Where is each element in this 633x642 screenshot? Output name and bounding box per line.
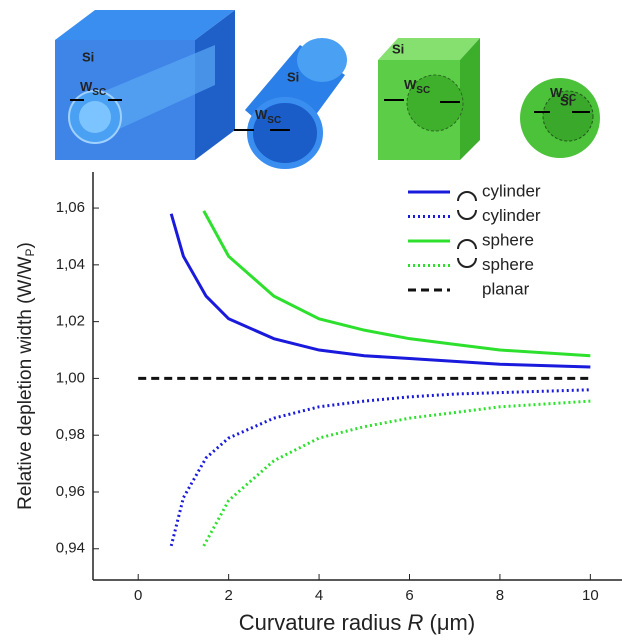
material-label: Si xyxy=(82,49,94,64)
y-tick-label: 0,94 xyxy=(56,540,85,557)
ylabel-end: ) xyxy=(15,242,36,248)
x-tick-label: 4 xyxy=(315,587,323,604)
ylabel-text: Relative depletion width (W/W xyxy=(15,256,36,509)
y-tick-label: 1,04 xyxy=(56,256,85,273)
sub: SC xyxy=(92,87,106,98)
legend-label: cylinder xyxy=(482,206,541,225)
material-label: Si xyxy=(392,41,404,56)
sub: SC xyxy=(267,115,281,126)
illustrations: Si WSC Si WSC Si WSC Si WSC xyxy=(55,10,600,166)
series-line xyxy=(204,401,591,546)
xlabel-text: Curvature radius xyxy=(239,610,408,635)
x-tick-label: 10 xyxy=(582,587,599,604)
y-tick-label: 1,02 xyxy=(56,313,85,330)
xlabel-var: R xyxy=(408,610,424,635)
legend-label: sphere xyxy=(482,255,534,274)
x-tick-label: 2 xyxy=(224,587,232,604)
x-axis-label: Curvature radius R (μm) xyxy=(239,610,475,635)
w: W xyxy=(255,107,268,122)
figure: Si WSC Si WSC Si WSC Si WSC Relative dep… xyxy=(0,0,633,642)
legend-label: planar xyxy=(482,279,530,298)
legend-label: sphere xyxy=(482,230,534,249)
ylabel-sub: P xyxy=(23,248,37,256)
w: W xyxy=(80,79,93,94)
material-label: Si xyxy=(287,69,299,84)
x-tick-label: 0 xyxy=(134,587,142,604)
w: W xyxy=(550,85,563,100)
y-tick-label: 1,00 xyxy=(56,369,85,386)
y-tick-label: 0,98 xyxy=(56,426,85,443)
x-tick-label: 6 xyxy=(405,587,413,604)
legend-label: cylinder xyxy=(482,181,541,200)
y-axis-label: Relative depletion width (W/WP) xyxy=(15,242,37,510)
tube-hole xyxy=(79,101,111,133)
sub: SC xyxy=(562,93,576,104)
w: W xyxy=(404,77,417,92)
cyl-top xyxy=(297,38,347,82)
sub: SC xyxy=(416,85,430,96)
y-tick-label: 1,06 xyxy=(56,199,85,216)
legend-icons xyxy=(458,192,476,267)
xlabel-unit: (μm) xyxy=(423,610,475,635)
series-line xyxy=(171,390,590,546)
y-tick-label: 0,96 xyxy=(56,483,85,500)
x-tick-label: 8 xyxy=(496,587,504,604)
